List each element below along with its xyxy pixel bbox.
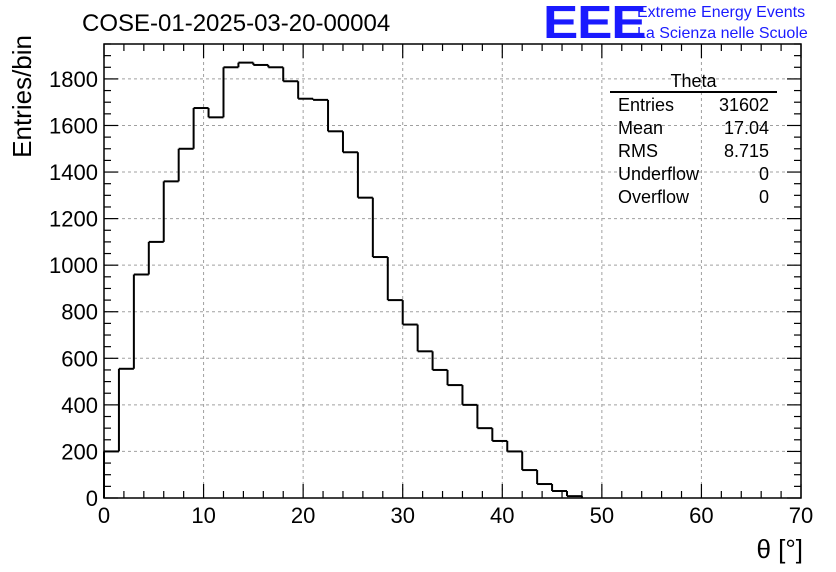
logo-line-2: La Scienza nelle Scuole [637,25,808,42]
run-title: COSE-01-2025-03-20-00004 [82,10,391,37]
y-tick-label: 200 [61,439,98,464]
histogram-series [103,61,583,498]
y-tick-label: 1600 [49,113,98,138]
y-axis-label: Entries/bin [7,35,37,158]
y-tick-label: 1200 [49,207,98,232]
y-tick-label: 600 [61,346,98,371]
x-tick-label: 60 [689,503,713,528]
y-tick-label: 400 [61,393,98,418]
tick-labels: 0 10 20 30 40 50 60 70 0 200 400 600 800 1000 1200 1400… [49,67,813,528]
stats-row-overflow: Overflow 0 [610,186,777,209]
axis-ticks [103,43,802,499]
stats-row-entries: Entries 31602 [610,94,777,117]
stats-title: Theta [610,71,777,93]
grid-lines [104,44,801,498]
stats-label: Underflow [618,164,700,184]
x-tick-label: 10 [191,503,215,528]
stats-label: Mean [618,118,664,138]
stats-value: 0 [758,164,769,184]
stats-row-rms: RMS 8.715 [610,140,777,163]
x-tick-label: 30 [390,503,414,528]
stats-row-underflow: Underflow 0 [610,163,777,186]
x-tick-label: 40 [490,503,514,528]
stats-value: 31602 [718,95,769,115]
stats-label: RMS [618,141,658,161]
y-tick-label: 1800 [49,67,98,92]
x-tick-label: 70 [789,503,813,528]
stats-value: 0 [758,187,769,207]
x-tick-label: 50 [590,503,614,528]
stats-box: Theta Entries 31602 Mean 17.04 RMS 8.715… [610,71,777,209]
y-tick-label: 0 [86,486,98,511]
plot-frame [103,43,802,499]
x-axis-label: θ [°] [756,534,803,564]
stats-label: Entries [618,95,675,115]
x-tick-label: 0 [98,503,110,528]
logo-line-1: Extreme Energy Events [637,4,806,21]
y-tick-label: 800 [61,300,98,325]
stats-label: Overflow [618,187,690,207]
y-tick-label: 1400 [49,160,98,185]
stats-row-mean: Mean 17.04 [610,117,777,140]
eee-logo: EEE [543,0,647,48]
stats-value: 8.715 [723,141,769,161]
x-tick-label: 20 [291,503,315,528]
stats-value: 17.04 [723,118,769,138]
y-tick-label: 1000 [49,253,98,278]
